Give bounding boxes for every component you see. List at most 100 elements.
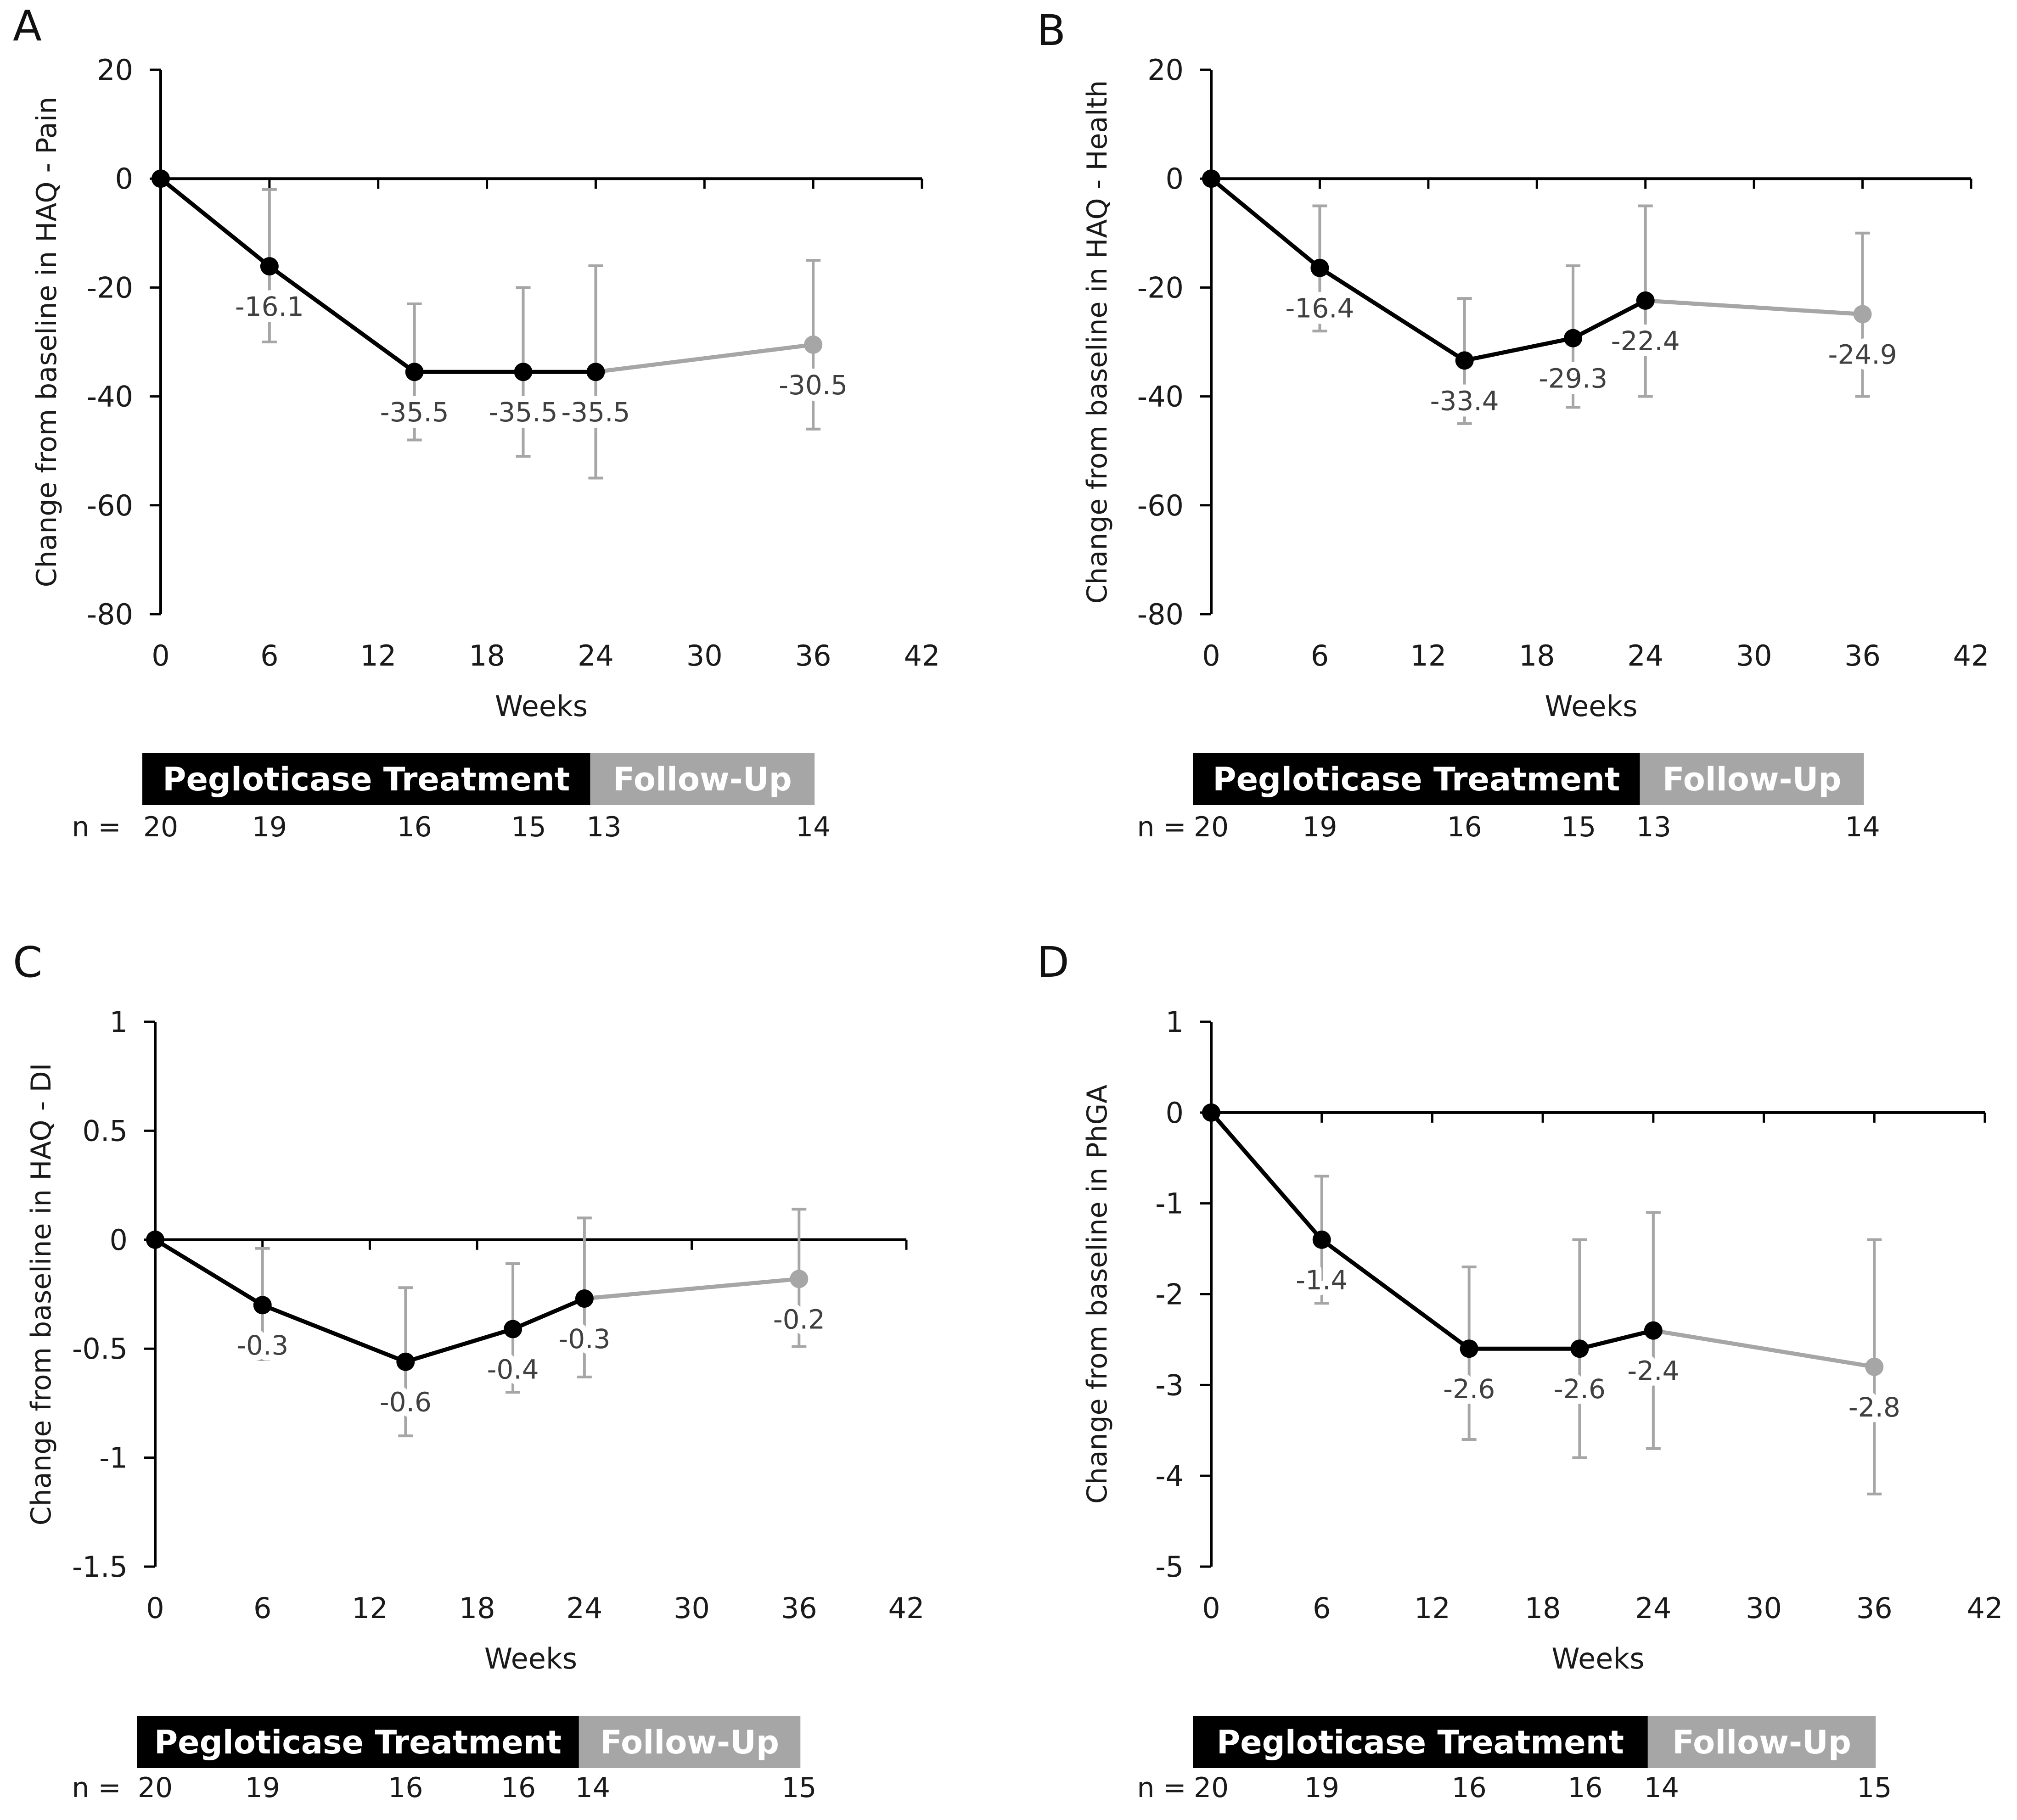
y-tick-label: 0.5 [82,1114,128,1148]
n-value: 15 [781,1772,816,1804]
n-value: 19 [1302,811,1337,843]
data-label: -35.5 [380,397,449,428]
n-value: 15 [511,811,546,843]
data-point [253,1296,272,1315]
x-tick-label: 36 [1844,639,1881,672]
data-point [804,335,823,354]
data-point [152,169,170,188]
n-value: 14 [1845,811,1880,843]
data-label: -24.9 [1828,339,1897,370]
data-label: -0.2 [773,1304,825,1335]
y-tick-label: -1 [1155,1187,1184,1221]
followup-phase-bar [1647,1716,1876,1768]
y-tick-label: -4 [1155,1459,1184,1493]
data-label: -2.8 [1848,1392,1900,1423]
x-axis-title: Weeks [1551,1642,1644,1675]
data-point [1460,1339,1478,1358]
n-value: 16 [388,1772,423,1804]
x-tick-label: 6 [1311,639,1329,672]
y-tick-label: -2 [1155,1278,1184,1311]
n-value: 15 [1561,811,1596,843]
followup-phase-bar [579,1716,801,1768]
n-value: 16 [397,811,432,843]
y-tick-label: 20 [1147,53,1184,87]
y-tick-label: -40 [1137,380,1184,414]
n-value: 15 [1857,1772,1892,1804]
x-tick-label: 42 [904,639,940,672]
data-label: -0.3 [236,1330,288,1361]
data-point [260,257,279,276]
y-tick-label: 20 [97,53,133,87]
x-tick-label: 24 [566,1591,602,1625]
n-value: 14 [1644,1772,1679,1804]
y-axis-title: Change from baseline in PhGA [1081,1085,1113,1504]
x-tick-label: 42 [888,1591,925,1625]
data-label: -35.5 [561,397,630,428]
followup-series-line [584,1277,799,1301]
followup-phase-label: Follow-Up [613,761,792,798]
panel-label: D [1037,938,1069,987]
data-point [1310,258,1329,277]
y-tick-label: -20 [87,271,133,304]
x-axis-title: Weeks [495,689,588,723]
data-point [1644,1321,1663,1340]
followup-phase-bar [590,753,815,805]
y-tick-label: 1 [1166,1005,1184,1039]
followup-phase-label: Follow-Up [600,1724,779,1761]
data-point [1564,329,1583,347]
x-tick-label: 18 [1519,639,1555,672]
n-value: 19 [1304,1772,1339,1804]
data-point [1312,1230,1331,1249]
n-value: 13 [586,811,621,843]
data-point [1853,305,1872,324]
y-axis-title: Change from baseline in HAQ - Pain [31,97,63,588]
y-tick-label: 0 [110,1223,128,1257]
panel-a: A 20 0 -20 -40 -60 -80 0 6 12 18 24 30 36 42 Weeks Chang… [13,1,940,843]
n-value: 20 [143,811,178,843]
data-point [1202,1103,1220,1122]
x-tick-label: 18 [1525,1591,1561,1625]
data-label: -16.4 [1285,293,1354,324]
y-axis-title: Change from baseline in HAQ - DI [25,1063,57,1526]
treatment-series-line [154,1238,585,1364]
treatment-phase-bar [137,1716,579,1768]
data-label: -0.6 [380,1387,432,1418]
data-label: -0.4 [487,1354,539,1385]
x-tick-label: 24 [578,639,614,672]
x-axis-title: Weeks [1545,689,1637,723]
data-point [1570,1339,1589,1358]
followup-series-line [1653,1328,1875,1369]
data-label: -29.3 [1539,363,1607,394]
n-value: 13 [1636,811,1671,843]
x-tick-label: 36 [781,1591,817,1625]
y-tick-label: -20 [1137,271,1184,304]
y-tick-label: 1 [110,1005,128,1039]
x-tick-label: 36 [795,639,832,672]
followup-phase-label: Follow-Up [1663,761,1842,798]
n-value: 20 [138,1772,173,1804]
data-point [146,1230,164,1249]
treatment-phase-label: Pegloticase Treatment [1213,761,1620,798]
x-tick-label: 18 [469,639,505,672]
x-tick-label: 12 [360,639,396,672]
x-tick-label: 6 [260,639,278,672]
y-tick-label: -60 [87,489,133,522]
treatment-series-line [159,177,596,374]
x-tick-label: 30 [1746,1591,1782,1625]
n-value: 19 [252,811,287,843]
followup-series-line [595,342,814,374]
y-tick-label: 0 [1166,1096,1184,1130]
x-tick-label: 0 [146,1591,164,1625]
y-axis-title: Change from baseline in HAQ - Health [1081,80,1113,604]
data-point [1455,351,1474,370]
n-value: 16 [1447,811,1482,843]
x-tick-label: 30 [674,1591,710,1625]
x-tick-label: 12 [352,1591,388,1625]
followup-phase-label: Follow-Up [1672,1724,1851,1761]
n-prefix: n = [1137,811,1186,843]
n-value: 19 [245,1772,280,1804]
x-tick-label: 12 [1414,1591,1450,1625]
data-label: -2.6 [1443,1373,1495,1405]
treatment-phase-bar [1193,1716,1648,1768]
treatment-phase-label: Pegloticase Treatment [154,1724,562,1761]
